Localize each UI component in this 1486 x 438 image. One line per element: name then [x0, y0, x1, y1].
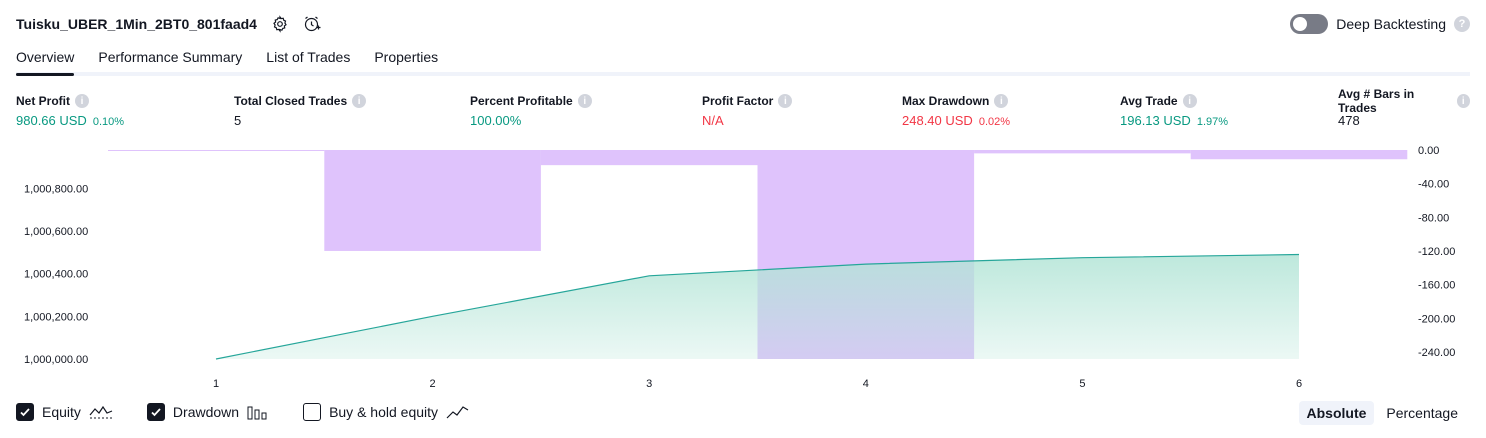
left-axis-tick-label: 1,000,200.00	[24, 311, 88, 323]
tab-performance-summary[interactable]: Performance Summary	[98, 49, 243, 65]
percentage-button[interactable]: Percentage	[1386, 405, 1458, 421]
info-icon[interactable]: i	[778, 94, 793, 108]
strategy-title: Tuisku_UBER_1Min_2BT0_801faad4	[16, 16, 257, 32]
tab-properties[interactable]: Properties	[374, 49, 439, 65]
equity-drawdown-chart[interactable]: 1,000,800.00 1,000,600.00 1,000,400.00 1,00…	[0, 140, 1486, 395]
tab-bar: Overview Performance Summary List of Tra…	[16, 44, 1470, 76]
value-mode-switch: Absolute Percentage	[1298, 401, 1467, 425]
metric-value: 196.13 USD	[1120, 113, 1191, 128]
metric-label: Profit Factor	[702, 94, 774, 108]
metric-value: 100.00%	[470, 113, 522, 128]
x-axis-tick-label: 4	[863, 378, 869, 390]
metric-value: 980.66 USD	[16, 113, 87, 128]
metric-label: Max Drawdown	[902, 94, 990, 108]
chart-legend: Equity Drawdown Buy & hold equity	[16, 403, 470, 421]
right-axis-tick-label: -80.00	[1418, 212, 1449, 224]
buy-hold-checkbox[interactable]	[303, 403, 322, 421]
drawdown-bar	[108, 150, 325, 151]
equity-checkbox[interactable]	[16, 403, 34, 421]
deep-backtesting-toggle[interactable]	[1290, 14, 1329, 34]
equity-layer	[215, 253, 1300, 360]
info-icon[interactable]: i	[1456, 94, 1470, 108]
legend-drawdown[interactable]: Drawdown	[146, 403, 269, 421]
x-axis-tick-label: 6	[1296, 378, 1302, 390]
drawdown-checkbox[interactable]	[146, 403, 165, 421]
metric-value: 478	[1338, 113, 1360, 128]
equity-area	[216, 254, 1299, 359]
drawdown-bar	[540, 150, 758, 166]
right-axis: 0.00 -40.00 -80.00 -120.00 -160.00 -200.00 -24…	[1418, 145, 1455, 359]
settings-icon[interactable]	[271, 15, 289, 33]
metric-percent-profitable: Percent Profitable i 100.00%	[470, 93, 592, 128]
left-axis-tick-label: 1,000,600.00	[24, 226, 88, 238]
drawdown-bar	[1190, 150, 1408, 160]
left-axis-tick-label: 1,000,400.00	[24, 269, 88, 281]
x-axis-tick-label: 5	[1079, 378, 1085, 390]
metric-value: N/A	[702, 113, 724, 128]
deep-backtesting-label: Deep Backtesting	[1336, 16, 1446, 32]
legend-equity[interactable]: Equity	[16, 403, 113, 421]
info-icon[interactable]: i	[75, 94, 89, 108]
chart-svg: 1,000,800.00 1,000,600.00 1,000,400.00 1,00…	[24, 145, 1455, 390]
info-icon[interactable]: i	[352, 94, 367, 108]
buy-hold-line-icon	[446, 404, 470, 420]
drawdown-bar	[974, 150, 1191, 154]
toggle-knob	[1293, 17, 1308, 31]
deep-backtesting: Deep Backtesting ?	[1290, 14, 1470, 34]
metric-avg-trade: Avg Trade i 196.13 USD 1.97%	[1120, 93, 1228, 128]
metric-value: 248.40 USD	[902, 113, 973, 128]
left-axis-tick-label: 1,000,800.00	[24, 183, 88, 195]
alert-clock-icon[interactable]	[303, 15, 321, 33]
metric-label: Avg Trade	[1120, 94, 1178, 108]
right-axis-tick-label: -160.00	[1418, 280, 1455, 292]
info-icon[interactable]: i	[994, 94, 1009, 108]
metric-percent: 1.97%	[1196, 116, 1229, 128]
metric-net-profit: Net Profit i 980.66 USD 0.10%	[16, 93, 124, 128]
metric-total-closed-trades: Total Closed Trades i 5	[234, 93, 367, 128]
right-axis-tick-label: 0.00	[1418, 145, 1439, 157]
right-axis-tick-label: -200.00	[1418, 313, 1455, 325]
metric-percent: 0.02%	[978, 116, 1011, 128]
legend-drawdown-label: Drawdown	[172, 404, 240, 420]
left-axis: 1,000,800.00 1,000,600.00 1,000,400.00 1,00…	[24, 183, 88, 366]
equity-line-icon	[89, 404, 113, 420]
info-icon[interactable]: i	[577, 94, 592, 108]
x-axis: 1 2 3 4 5 6	[213, 378, 1302, 390]
metric-label: Percent Profitable	[470, 94, 573, 108]
metric-profit-factor: Profit Factor i N/A	[702, 93, 793, 128]
legend-buy-hold-label: Buy & hold equity	[329, 404, 439, 420]
left-axis-tick-label: 1,000,000.00	[24, 354, 88, 366]
equity-line	[215, 253, 1300, 360]
right-axis-tick-label: -240.00	[1418, 347, 1455, 359]
metric-label: Avg # Bars in Trades	[1338, 87, 1415, 115]
info-icon[interactable]: i	[1182, 94, 1197, 108]
tab-overview[interactable]: Overview	[16, 44, 75, 76]
metrics-row: Net Profit i 980.66 USD 0.10% Total Closed…	[16, 87, 1470, 133]
legend-equity-label: Equity	[42, 404, 81, 420]
tab-list-of-trades[interactable]: List of Trades	[266, 49, 351, 65]
metric-avg-bars: Avg # Bars in Trades i 478	[1338, 87, 1470, 128]
help-icon[interactable]: ?	[1454, 16, 1470, 32]
metric-label: Net Profit	[16, 94, 70, 108]
metric-max-drawdown: Max Drawdown i 248.40 USD 0.02%	[902, 93, 1010, 128]
x-axis-tick-label: 3	[646, 378, 652, 390]
right-axis-tick-label: -120.00	[1418, 246, 1455, 258]
metric-value: 5	[234, 113, 242, 128]
metric-percent: 0.10%	[92, 116, 125, 128]
drawdown-bars-icon	[247, 404, 269, 420]
header: Tuisku_UBER_1Min_2BT0_801faad4	[16, 12, 321, 36]
absolute-button[interactable]: Absolute	[1298, 401, 1375, 425]
x-axis-tick-label: 1	[213, 378, 219, 390]
legend-buy-hold[interactable]: Buy & hold equity	[303, 403, 470, 421]
x-axis-tick-label: 2	[430, 378, 436, 390]
metric-label: Total Closed Trades	[234, 94, 348, 108]
drawdown-bar	[324, 150, 541, 251]
right-axis-tick-label: -40.00	[1418, 179, 1449, 191]
